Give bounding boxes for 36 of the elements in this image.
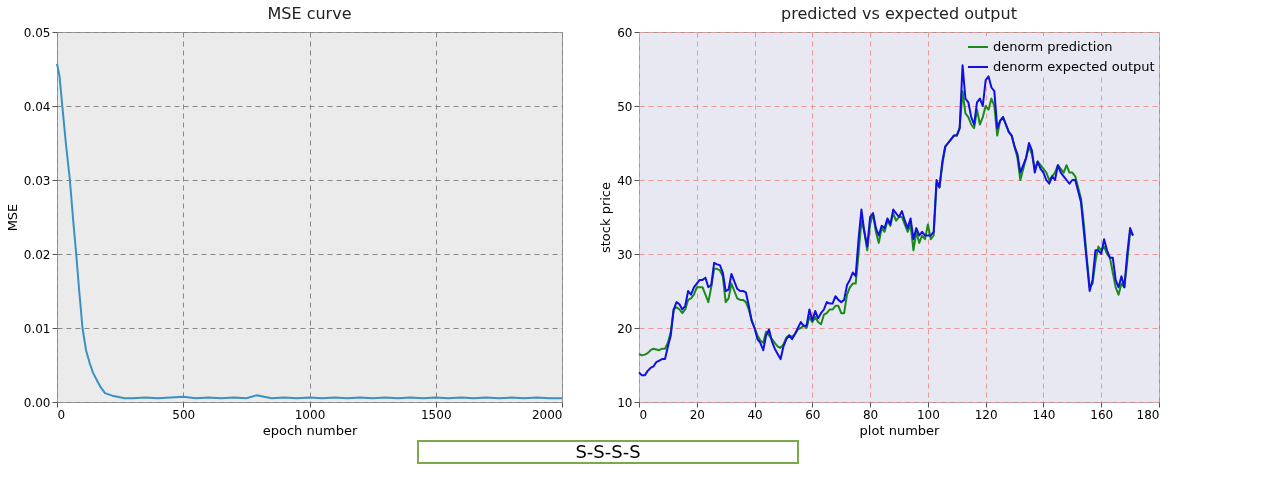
x-tick-label: 60 (805, 407, 821, 422)
y-tick-label: 30 (617, 247, 633, 262)
y-tick-label: 0.03 (23, 173, 51, 188)
text: S-S-S-S (575, 441, 641, 462)
x-axis-title: epoch number (262, 422, 358, 438)
legend-label: denorm expected output (993, 59, 1155, 74)
y-axis-title: MSE (4, 203, 20, 232)
x-tick-label: 140 (1032, 407, 1056, 422)
x-tick-label: 180 (1136, 407, 1160, 422)
x-tick-label: 1000 (294, 407, 326, 422)
x-tick-label: 160 (1090, 407, 1114, 422)
y-tick-label: 10 (617, 395, 633, 410)
x-tick-label: 0 (639, 407, 648, 422)
legend-label: denorm prediction (993, 39, 1113, 54)
y-tick-label: 0.00 (23, 395, 51, 410)
y-axis-title: stock price (598, 182, 614, 253)
x-tick-label: 1500 (420, 407, 452, 422)
y-tick-label: 50 (617, 99, 633, 114)
y-tick-label: 0.04 (23, 99, 51, 114)
x-tick-label: 40 (747, 407, 763, 422)
y-tick-label: 20 (617, 321, 633, 336)
x-tick-label: 120 (974, 407, 998, 422)
chart-title: MSE curve (267, 4, 352, 23)
y-tick-label: 0.02 (23, 247, 51, 262)
x-tick-label: 20 (689, 407, 705, 422)
x-axis-title: plot number (859, 422, 941, 438)
x-tick-label: 500 (172, 407, 196, 422)
chart-title: predicted vs expected output (781, 4, 1017, 23)
y-tick-label: 0.05 (23, 25, 51, 40)
y-tick-label: 60 (617, 25, 633, 40)
y-tick-label: 40 (617, 173, 633, 188)
x-tick-label: 2000 (531, 407, 563, 422)
y-tick-label: 0.01 (23, 321, 51, 336)
x-tick-label: 80 (862, 407, 879, 422)
x-tick-label: 100 (916, 407, 940, 422)
x-tick-label: 0 (57, 407, 66, 422)
